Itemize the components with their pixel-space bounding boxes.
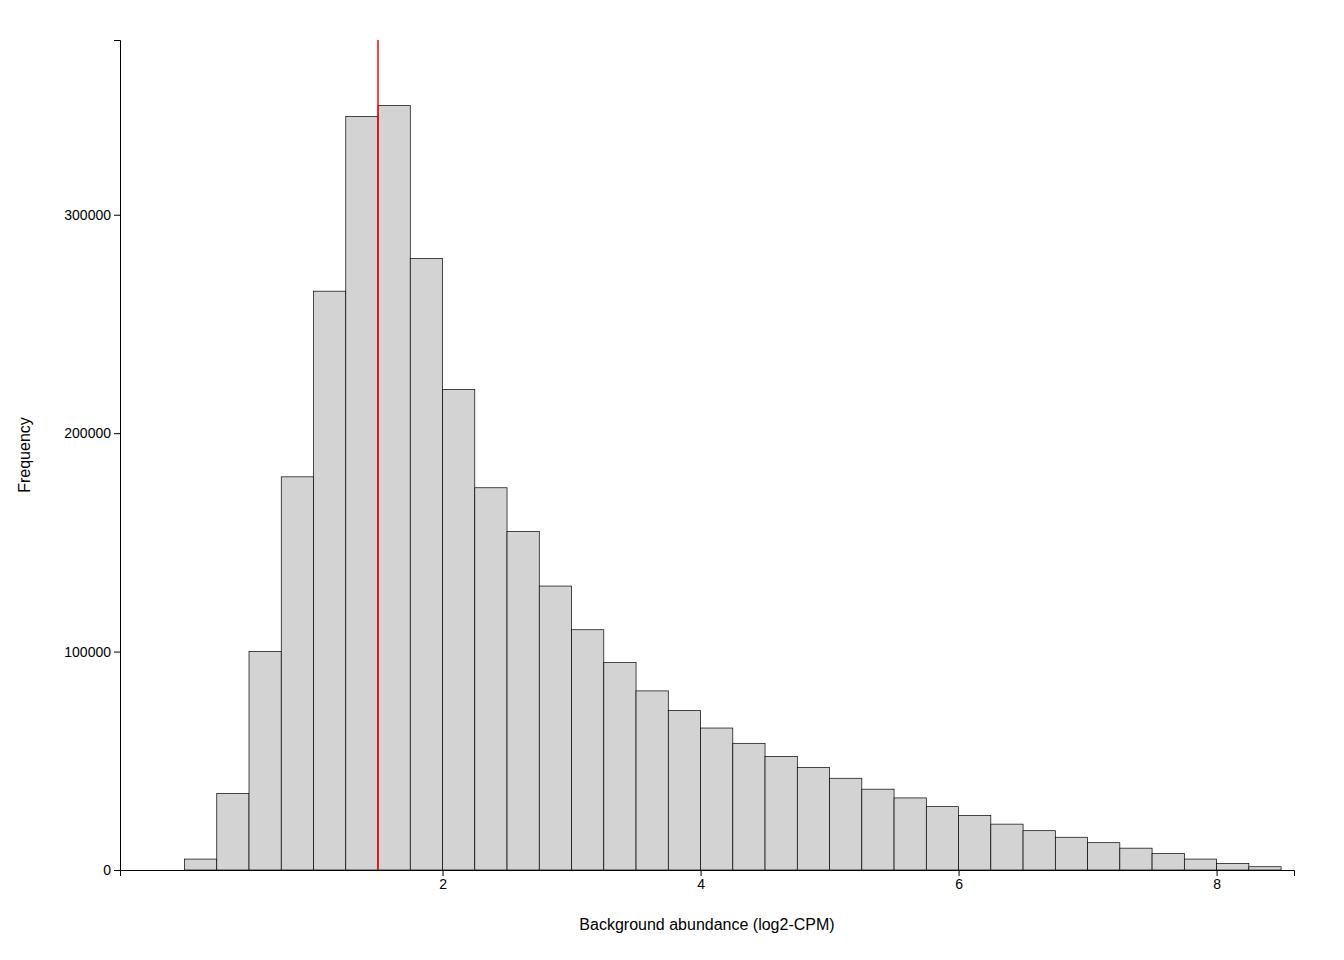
histogram-bar <box>314 291 346 870</box>
x-axis-title: Background abundance (log2-CPM) <box>579 916 834 933</box>
histogram-bar <box>797 767 829 870</box>
histogram-bar <box>733 743 765 870</box>
tick-label: 200000 <box>64 425 111 441</box>
histogram-bar <box>475 488 507 870</box>
histogram-bar <box>1184 859 1216 870</box>
tick: 200000 <box>64 425 120 441</box>
axis-line <box>121 871 1295 877</box>
tick: 2 <box>439 870 447 892</box>
histogram-bar <box>507 531 539 870</box>
histogram-bar <box>1217 863 1249 870</box>
histogram-bar <box>185 859 217 870</box>
histogram-bar <box>249 652 281 870</box>
histogram-bar <box>636 691 668 870</box>
tick-label: 2 <box>439 876 447 892</box>
tick-label: 6 <box>955 876 963 892</box>
histogram-bar <box>1023 831 1055 870</box>
histogram-bar <box>959 815 991 870</box>
y-axis: 0 100000 200000 300000 <box>64 41 120 878</box>
tick: 100000 <box>64 644 120 660</box>
histogram-bar <box>572 630 604 870</box>
histogram-bar <box>443 389 475 870</box>
tick-label: 100000 <box>64 644 111 660</box>
y-axis-title: Frequency <box>16 417 33 493</box>
histogram-bar <box>604 663 636 871</box>
histogram-bar <box>926 807 958 870</box>
histogram-bar <box>378 106 410 870</box>
histogram-bar <box>539 586 571 870</box>
tick-mark <box>114 870 120 871</box>
histogram-bar <box>862 789 894 870</box>
axis-line <box>114 41 121 871</box>
chart-svg: 2 4 6 8 0 100000 200000 300000 Background abunda… <box>0 0 1344 960</box>
tick-label: 300000 <box>64 207 111 223</box>
tick-label: 0 <box>103 862 111 878</box>
tick: 6 <box>955 870 963 892</box>
histogram-bar <box>765 756 797 870</box>
histogram-bar <box>701 728 733 870</box>
histogram-bar <box>1055 837 1087 870</box>
histogram-bar <box>668 711 700 870</box>
histogram-bar <box>1120 848 1152 870</box>
histogram-bar <box>281 477 313 870</box>
tick-label: 8 <box>1213 876 1221 892</box>
tick-label: 4 <box>697 876 705 892</box>
tick: 4 <box>697 870 705 892</box>
histogram-bar <box>410 258 442 870</box>
tick-mark <box>114 215 120 216</box>
histogram-bar <box>830 778 862 870</box>
tick: 300000 <box>64 207 120 223</box>
histogram-bar <box>346 116 378 870</box>
plot-root: 2 4 6 8 0 100000 200000 300000 Background abunda… <box>16 40 1295 933</box>
histogram-bar <box>894 798 926 870</box>
histogram-bar <box>217 794 249 870</box>
tick: 0 <box>103 862 120 878</box>
tick-mark <box>114 433 120 434</box>
plot-area <box>185 40 1282 870</box>
tick-mark <box>114 652 120 653</box>
histogram-bar <box>1088 843 1120 870</box>
histogram-bar <box>991 824 1023 870</box>
histogram-bar <box>1249 867 1281 870</box>
reference-line <box>377 40 379 870</box>
tick: 8 <box>1213 870 1221 892</box>
histogram-bar <box>1152 854 1184 870</box>
x-axis: 2 4 6 8 <box>121 870 1295 892</box>
